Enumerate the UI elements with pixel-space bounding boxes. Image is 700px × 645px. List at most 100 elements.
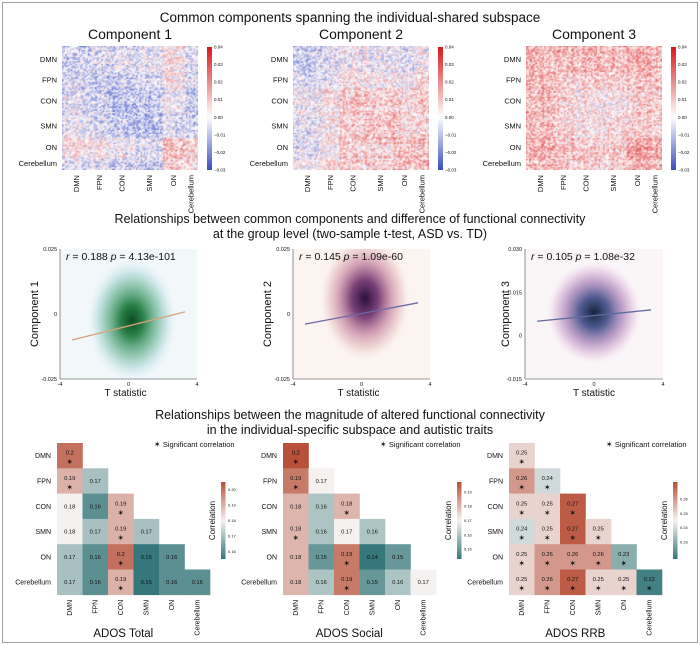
cell-value: 0.16 — [90, 555, 101, 561]
cell-fill — [509, 518, 535, 545]
cell-fill — [534, 493, 561, 520]
cell-fill — [509, 569, 535, 596]
row-label: DMN — [487, 453, 503, 460]
cell-fill — [560, 544, 586, 570]
cell-value: 0.16 — [166, 555, 177, 561]
cell-fill — [283, 518, 309, 545]
column-label: ON — [395, 600, 402, 611]
cell-fill — [585, 544, 612, 570]
heatmap-cell: 0.25✶ — [585, 569, 612, 596]
heatmap-cell: 0.25✶ — [509, 443, 535, 469]
colorbar-tick-label: −0.02 — [445, 150, 457, 155]
r-symbol: r — [531, 251, 535, 263]
cell-value: 0.25 — [516, 552, 527, 558]
row-label: CON — [35, 504, 51, 511]
heatmap-cell: 0.23✶ — [611, 544, 637, 570]
cell-value: 0.16 — [316, 504, 327, 510]
cell-fill — [57, 544, 83, 570]
correlation-annotation: r = 0.145 p = 1.09e-60 — [299, 251, 403, 263]
column-label: FPN — [559, 175, 568, 190]
y-tick-label: -0.025 — [41, 377, 57, 383]
cell-fill — [82, 544, 109, 570]
heatmap-cell: 0.18 — [283, 544, 309, 570]
cell-fill — [57, 443, 83, 469]
column-label: DMN — [303, 175, 312, 192]
section-title-middle-2: at the group level (two-sample t-test, A… — [213, 227, 487, 241]
p-value: = 4.13e-101 — [117, 251, 176, 263]
significance-star: ✶ — [292, 458, 299, 467]
heatmap-cell: 0.18✶ — [334, 493, 360, 520]
significance-star: ✶ — [343, 508, 350, 517]
colorbar-label: Correlation — [660, 501, 669, 540]
cell-value: 0.25 — [542, 527, 553, 533]
ados-heatmap-3: 0.25✶0.26✶0.24✶0.25✶0.25✶0.27✶0.24✶0.25✶… — [467, 440, 688, 640]
significance-star: ✶ — [620, 559, 627, 568]
cell-fill — [611, 544, 637, 570]
y-axis-label: Component 2 — [262, 281, 274, 347]
density-contours — [319, 249, 410, 361]
row-label: CON — [271, 96, 288, 105]
heatmap-cell: 0.15 — [308, 544, 335, 570]
colorbar-tick-label: 0.04 — [214, 45, 223, 50]
section-title-bottom-1: Relationships between the magnitude of a… — [155, 408, 546, 422]
significance-star: ✶ — [518, 508, 525, 517]
heatmap-cell: 0.24✶ — [534, 468, 561, 494]
row-label: DMN — [35, 453, 51, 460]
row-label: CON — [504, 96, 521, 105]
heatmap-title: Component 3 — [552, 26, 636, 42]
cell-fill — [534, 518, 561, 545]
heatmap-cell: 0.16 — [308, 569, 335, 596]
cell-fill — [82, 569, 109, 596]
column-label: FPN — [95, 175, 104, 190]
colorbar-tick-label: 0.04 — [678, 45, 687, 50]
colorbar — [671, 47, 676, 170]
cell-value: 0.25 — [593, 527, 604, 533]
cell-fill — [359, 544, 386, 570]
row-label: Cerebellum — [241, 580, 277, 587]
regression-line — [71, 311, 186, 341]
heatmap-cell: 0.2✶ — [57, 443, 83, 469]
row-label: Cerebellum — [250, 159, 288, 168]
heatmap-cell: 0.16 — [308, 493, 335, 520]
row-label: DMN — [271, 55, 288, 64]
row-label: Cerebellum — [467, 580, 503, 587]
heatmap-cell: 0.16 — [82, 544, 109, 570]
row-label: Cerebellum — [15, 580, 51, 587]
heatmap-cell: 0.17 — [82, 468, 109, 494]
row-label: SMN — [504, 121, 521, 130]
colorbar — [438, 47, 443, 170]
column-label: ON — [633, 175, 642, 186]
cell-value: 0.18 — [64, 504, 75, 510]
heatmap-cell: 0.15 — [385, 544, 411, 570]
regression-line — [304, 302, 419, 325]
cell-fill — [159, 569, 185, 596]
column-label: DMN — [293, 600, 300, 616]
cell-fill — [509, 443, 535, 469]
cell-fill — [534, 544, 561, 570]
significance-star: ✶ — [544, 508, 551, 517]
cell-value: 0.19 — [115, 501, 126, 507]
cell-value: 0.17 — [141, 530, 152, 536]
cell-fill — [585, 569, 612, 596]
heatmap-cell: 0.17 — [410, 569, 437, 596]
column-label: CON — [118, 600, 125, 616]
row-label: FPN — [263, 478, 277, 485]
row-label: ON — [493, 554, 504, 561]
colorbar-tick-label: 0.25 — [680, 511, 689, 516]
x-tick-label: 0 — [127, 382, 130, 388]
r-symbol: r — [66, 251, 70, 263]
cell-value: 0.2 — [66, 451, 74, 457]
heatmap-cell: 0.19✶ — [57, 468, 83, 494]
heatmap-cell: 0.19✶ — [334, 569, 360, 596]
cell-fill — [108, 544, 134, 570]
cell-fill — [509, 544, 535, 570]
ados-heatmap-2: 0.2✶0.19✶0.170.18 0.16 0.18✶0.18✶0.16 0.17 0… — [241, 440, 472, 640]
p-symbol: p — [575, 251, 582, 263]
cell-value: 0.2 — [117, 552, 125, 558]
significance-star: ✶ — [544, 534, 551, 543]
y-tick-label: 0.015 — [508, 290, 522, 296]
cell-fill — [82, 518, 109, 545]
heatmap-cell: 0.15 — [133, 544, 160, 570]
row-label: DMN — [504, 55, 521, 64]
